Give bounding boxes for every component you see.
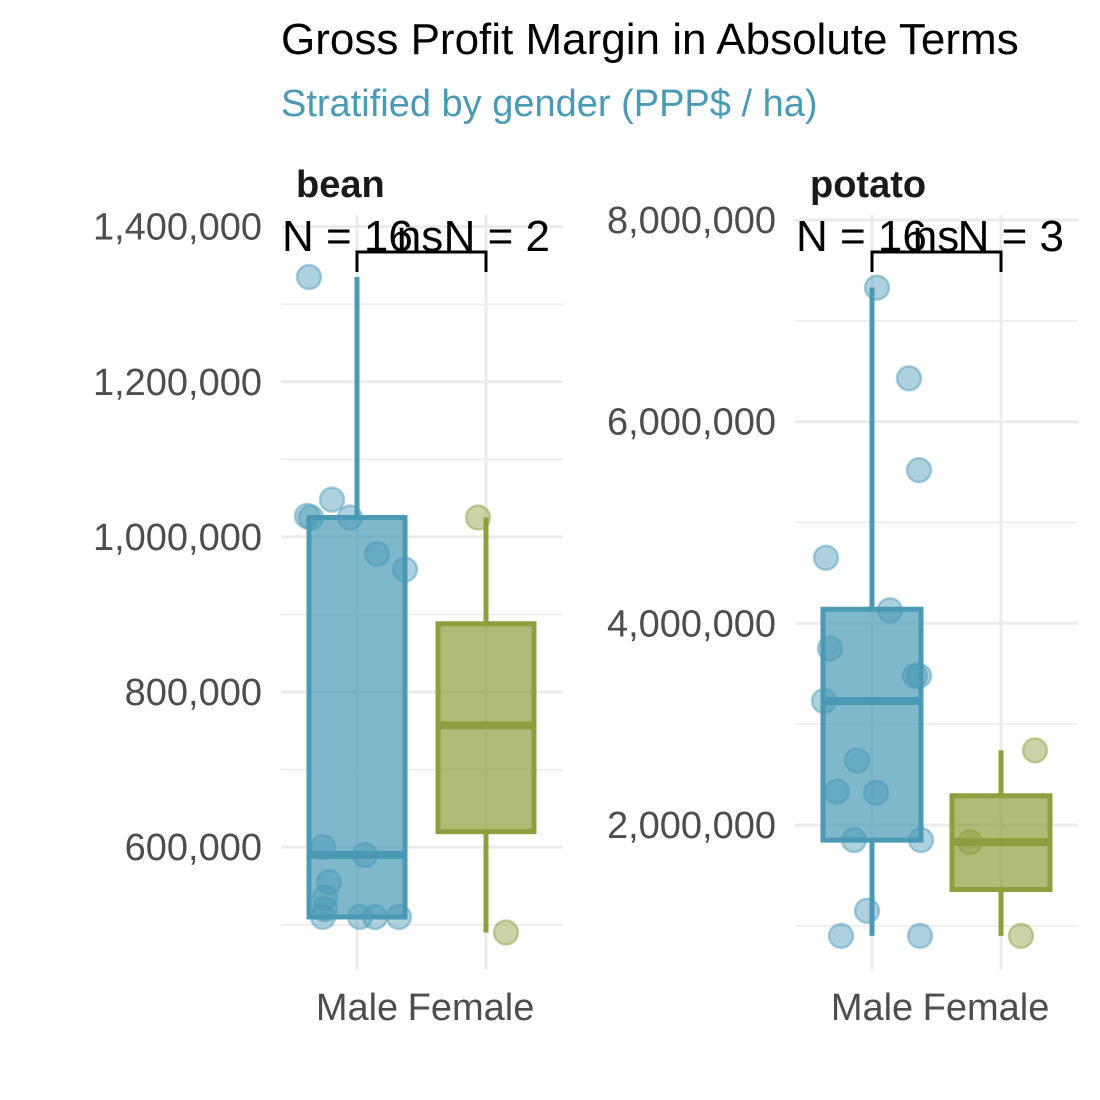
data-point: [895, 365, 923, 392]
box-male: [820, 287, 924, 936]
data-point: [309, 903, 337, 931]
n-label-male: N = 16: [796, 212, 927, 261]
y-tick-label: 1,000,000: [93, 517, 262, 559]
data-point: [906, 922, 934, 950]
data-point: [863, 274, 891, 301]
x-tick-label: Female: [923, 987, 1050, 1029]
data-point: [336, 504, 364, 531]
y-tick-label: 6,000,000: [607, 402, 776, 444]
box-male: [306, 277, 408, 920]
data-point: [315, 868, 343, 896]
data-point: [956, 828, 984, 856]
data-point: [311, 895, 339, 923]
data-point: [351, 841, 379, 869]
data-point: [905, 662, 933, 690]
data-point: [853, 897, 881, 924]
significance-label: ns: [397, 212, 443, 261]
significance-label: ns: [913, 212, 959, 261]
data-point: [905, 456, 933, 484]
data-point: [1021, 737, 1049, 764]
facet-label: bean: [296, 164, 385, 206]
data-point: [318, 486, 346, 513]
data-point: [311, 884, 339, 911]
facet-panels: 600,000 800,000 1,000,000 1,200,000 1,400,00…: [93, 164, 1078, 1029]
data-point: [907, 826, 935, 854]
data-point: [901, 662, 929, 690]
y-tick-label: 1,400,000: [93, 207, 262, 249]
n-label-female: N = 3: [958, 212, 1064, 261]
data-point: [297, 504, 325, 531]
data-point: [862, 779, 890, 806]
box-female: [435, 517, 537, 933]
chart-title: Gross Profit Margin in Absolute Terms: [281, 15, 1019, 64]
n-label-female: N = 2: [444, 212, 550, 261]
x-tick-label: Male: [316, 987, 398, 1029]
x-tick-label: Female: [408, 987, 535, 1029]
y-tick-label: 1,200,000: [93, 362, 262, 404]
data-point: [1007, 922, 1035, 950]
y-tick-label: 8,000,000: [607, 200, 776, 242]
significance-bracket: [355, 250, 488, 272]
chart-subtitle: Stratified by gender (PPP$ / ha): [281, 83, 818, 125]
data-point: [385, 903, 413, 931]
box-iqr: [306, 515, 408, 920]
y-tick-label: 800,000: [125, 672, 262, 714]
significance-bracket: [870, 250, 1003, 272]
facet-panel-potato: 2,000,000 4,000,000 6,000,000 8,000,000 pota…: [607, 164, 1078, 1029]
y-tick-label: 2,000,000: [607, 805, 776, 847]
data-point: [363, 540, 391, 568]
data-point: [810, 687, 838, 715]
data-point: [812, 544, 840, 572]
data-point: [309, 833, 337, 861]
facet-panel-bean: 600,000 800,000 1,000,000 1,200,000 1,400,00…: [93, 164, 563, 1029]
data-point: [361, 903, 389, 931]
data-point: [295, 263, 323, 291]
data-point: [391, 556, 419, 583]
data-point: [293, 502, 321, 530]
x-tick-label: Male: [831, 987, 913, 1029]
data-point: [876, 596, 904, 624]
facet-label: potato: [810, 164, 926, 206]
box-female: [949, 750, 1053, 936]
data-point: [840, 826, 868, 854]
data-point: [827, 922, 855, 950]
data-point: [464, 504, 492, 531]
data-point: [816, 635, 844, 662]
data-point: [823, 778, 851, 805]
n-label-male: N = 16: [282, 212, 413, 261]
y-tick-label: 600,000: [125, 827, 262, 869]
data-point: [843, 747, 871, 774]
y-tick-label: 4,000,000: [607, 603, 776, 645]
box-iqr: [820, 606, 924, 843]
data-point: [492, 919, 520, 946]
data-point: [346, 903, 374, 931]
